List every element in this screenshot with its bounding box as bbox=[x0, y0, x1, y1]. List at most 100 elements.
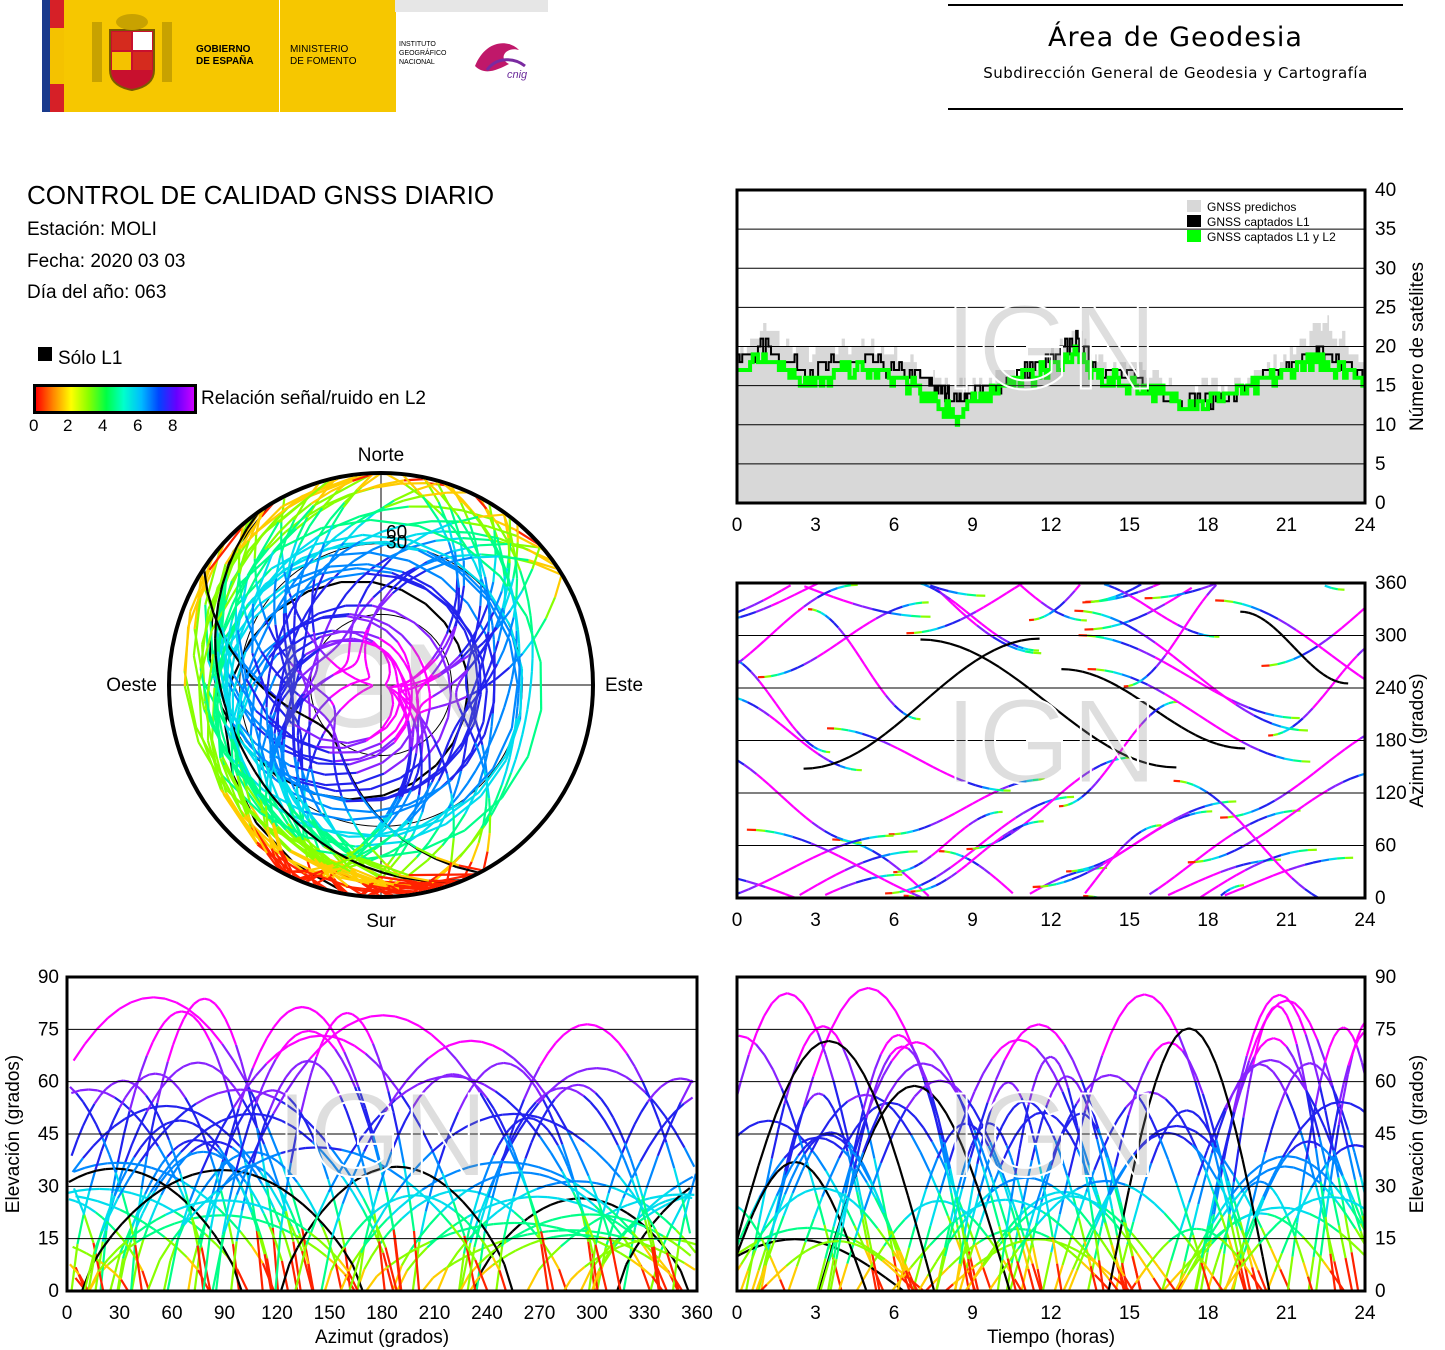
elev-az-track-segment bbox=[673, 1130, 686, 1149]
azimuth-track-segment bbox=[1277, 863, 1287, 873]
skyplot-track-segment bbox=[394, 715, 405, 731]
elev-az-track-segment bbox=[284, 1210, 295, 1242]
elev-az-track-segment bbox=[116, 1178, 130, 1199]
elev-time-track-segment bbox=[973, 1072, 985, 1093]
azimuth-track-segment bbox=[1304, 861, 1314, 866]
elev-az-track-segment bbox=[351, 1013, 359, 1019]
area-subtitle: Subdirección General de Geodesia y Carto… bbox=[983, 64, 1368, 82]
elev-az-track-segment bbox=[577, 1232, 589, 1239]
elev-az-track-segment bbox=[179, 1119, 187, 1123]
azimuth-track-segment bbox=[854, 650, 861, 659]
skyplot-track-segment bbox=[383, 576, 399, 588]
azimuth-track-segment bbox=[1140, 827, 1147, 833]
elev-az-track-segment bbox=[371, 1132, 381, 1161]
skyplot-track-segment bbox=[423, 497, 442, 515]
elev-az-track-segment bbox=[266, 1089, 273, 1093]
skyplot-track-segment bbox=[309, 535, 320, 554]
elev-time-track-segment bbox=[786, 1125, 798, 1135]
elev-time-track-segment bbox=[1350, 1252, 1360, 1291]
azimuth-track-segment bbox=[1431, 709, 1440, 710]
elev-az-track-segment bbox=[630, 1258, 643, 1269]
elev-az-track-segment bbox=[316, 1191, 330, 1217]
azimuth-track-segment bbox=[968, 821, 974, 826]
azimuth-track-segment bbox=[1230, 746, 1239, 750]
elev-az-track-segment bbox=[619, 1252, 632, 1261]
elev-az-track-segment bbox=[181, 1173, 193, 1180]
azimuth-track-segment bbox=[883, 740, 892, 746]
y-axis-label: Número de satélites bbox=[1407, 262, 1428, 431]
skyplot-track-segment bbox=[369, 846, 386, 865]
skyplot-track-segment bbox=[472, 555, 500, 559]
skyplot-track-segment bbox=[199, 608, 210, 669]
skyplot-track-segment bbox=[335, 740, 341, 750]
skyplot-track-segment bbox=[394, 669, 398, 677]
skyplot-track-segment bbox=[265, 707, 269, 726]
azimuth-track-segment bbox=[1074, 583, 1081, 592]
elev-az-track-segment bbox=[583, 1141, 598, 1153]
skyplot-track-segment bbox=[415, 846, 437, 859]
azimuth-track-segment bbox=[1285, 638, 1291, 645]
skyplot-track-segment bbox=[243, 684, 249, 697]
skyplot-track-segment bbox=[444, 741, 450, 752]
skyplot-track-segment bbox=[398, 670, 403, 678]
skyplot-track-segment bbox=[371, 604, 396, 613]
elev-az-track-segment bbox=[584, 1197, 596, 1207]
elev-az-track-segment bbox=[177, 1194, 188, 1204]
skyplot-track-segment bbox=[351, 662, 357, 668]
azimuth-track-segment bbox=[1331, 586, 1339, 591]
skyplot-track-segment bbox=[397, 692, 405, 700]
elev-az-track-segment bbox=[227, 1173, 234, 1181]
elev-az-track-segment bbox=[570, 1213, 581, 1217]
elev-az-track-segment bbox=[268, 1096, 277, 1111]
skyplot-track-segment bbox=[249, 735, 263, 781]
elev-time-track-segment bbox=[722, 1259, 731, 1265]
elev-az-track-segment bbox=[538, 1166, 551, 1173]
skyplot-track-segment bbox=[515, 706, 519, 719]
skyplot-track-segment bbox=[302, 552, 312, 571]
skyplot-track-segment bbox=[206, 591, 215, 614]
azimuth-track-segment bbox=[1231, 699, 1241, 706]
elev-az-track-segment bbox=[288, 1034, 297, 1043]
skyplot-track-segment bbox=[500, 770, 508, 786]
azimuth-track-segment bbox=[893, 883, 904, 891]
elev-time-track-segment bbox=[1195, 1252, 1205, 1291]
y-tick-label: 10 bbox=[1375, 415, 1396, 436]
elev-az-track-segment bbox=[273, 1096, 286, 1105]
skyplot-track-segment bbox=[336, 593, 348, 608]
skyplot-track-segment bbox=[389, 687, 394, 692]
azimuth-track-segment bbox=[1289, 642, 1296, 649]
skyplot-track-segment bbox=[268, 630, 293, 659]
elev-az-track-segment bbox=[535, 1095, 544, 1104]
elev-az-track-segment bbox=[184, 1102, 197, 1113]
skyplot-track-segment bbox=[189, 553, 216, 612]
elev-az-track-segment bbox=[235, 1163, 251, 1196]
elev-az-track-segment bbox=[261, 1156, 269, 1190]
skyplot-track-segment bbox=[427, 672, 442, 681]
elev-az-track-segment bbox=[554, 1126, 564, 1145]
azimuth-track-segment bbox=[871, 849, 882, 857]
azimuth-track-segment bbox=[697, 683, 704, 685]
azimuth-track-segment bbox=[816, 652, 825, 659]
azimuth-track-segment bbox=[1187, 628, 1194, 633]
skyplot-track-segment bbox=[239, 661, 244, 674]
skyplot-track-segment bbox=[411, 718, 418, 730]
skyplot-track-segment bbox=[298, 536, 318, 552]
elev-az-track-segment bbox=[619, 1176, 633, 1193]
azimuth-track-segment bbox=[824, 890, 834, 897]
elev-az-track-segment bbox=[440, 1201, 449, 1207]
skyplot-track-segment bbox=[474, 673, 481, 686]
skyplot-track-segment bbox=[390, 544, 409, 560]
skyplot-track-segment bbox=[346, 673, 357, 680]
elev-time-track-segment bbox=[856, 1191, 863, 1216]
elev-az-track-segment bbox=[553, 1234, 562, 1239]
azimuth-track-segment bbox=[1089, 672, 1098, 678]
skyplot-track-segment bbox=[473, 693, 482, 724]
skyplot-track-segment bbox=[466, 770, 477, 784]
elev-az-track-segment bbox=[301, 1132, 314, 1143]
skyplot-track-segment bbox=[380, 592, 394, 607]
skyplot-track-segment bbox=[223, 702, 231, 719]
elev-time-track-segment bbox=[853, 1225, 866, 1248]
azimuth-track-segment bbox=[1018, 679, 1030, 690]
azimuth-track-segment bbox=[902, 603, 910, 608]
elev-az-track-segment bbox=[670, 1194, 682, 1204]
